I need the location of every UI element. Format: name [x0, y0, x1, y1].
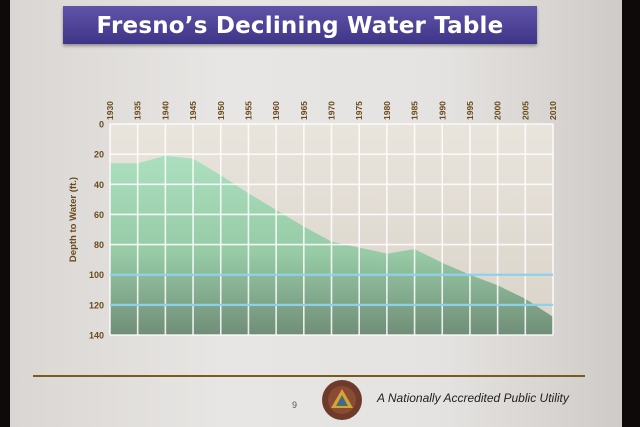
apwa-accreditation-logo: [322, 380, 362, 420]
title-bar: Fresno’s Declining Water Table: [63, 6, 537, 44]
y-axis-label: Depth to Water (ft.): [68, 177, 79, 262]
y-tick-label: 80: [94, 240, 104, 250]
x-tick-label: 2000: [493, 101, 503, 120]
y-tick-label: 140: [89, 331, 104, 341]
x-tick-label: 1945: [188, 101, 198, 120]
x-tick-label: 1955: [243, 101, 253, 120]
y-tick-label: 60: [94, 210, 104, 220]
x-tick-label: 1995: [465, 101, 475, 120]
y-tick-label: 100: [89, 270, 104, 280]
x-tick-label: 1965: [299, 101, 309, 120]
y-tick-label: 0: [99, 120, 104, 130]
x-tick-label: 1985: [410, 101, 420, 120]
x-tick-label: 2010: [548, 101, 558, 120]
x-tick-label: 1970: [327, 101, 337, 120]
x-tick-label: 1950: [216, 101, 226, 120]
footer-tagline: A Nationally Accredited Public Utility: [377, 391, 569, 405]
x-tick-label: 1930: [105, 101, 115, 120]
x-tick-label: 1960: [271, 101, 281, 120]
slide-title: Fresno’s Declining Water Table: [96, 13, 504, 39]
x-tick-label: 1990: [437, 101, 447, 120]
x-tick-label: 2005: [520, 101, 530, 120]
y-tick-label: 120: [89, 300, 104, 310]
x-tick-label: 1980: [382, 101, 392, 120]
y-tick-label: 40: [94, 180, 104, 190]
y-tick-label: 20: [94, 150, 104, 160]
footer-divider: [33, 375, 585, 377]
x-tick-label: 1975: [354, 101, 364, 120]
page-number: 9: [292, 400, 298, 410]
x-tick-label: 1935: [133, 101, 143, 120]
x-tick-label: 1940: [160, 101, 170, 120]
